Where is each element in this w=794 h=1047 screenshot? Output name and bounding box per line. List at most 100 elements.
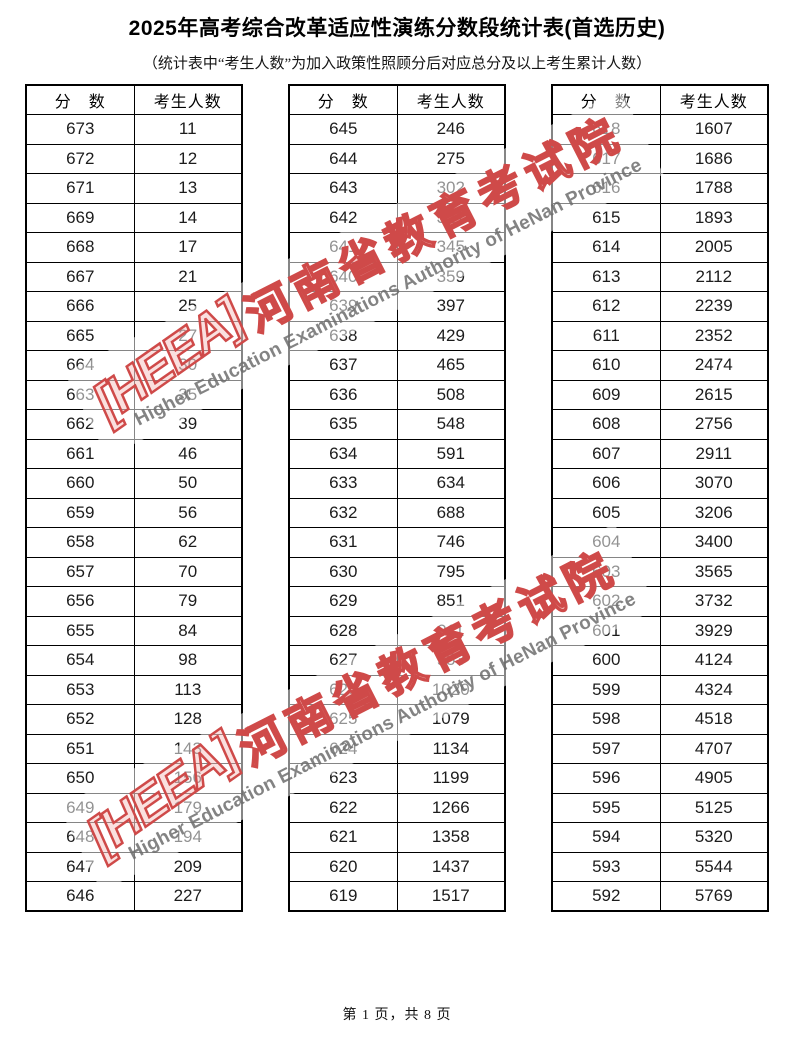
score-cell: 630 xyxy=(288,556,398,587)
score-table-1: 分 数考生人数 673 11 672 12 671 13 669 14 668 17 667 21 666… xyxy=(25,84,243,912)
count-cell: 4707 xyxy=(659,733,769,764)
score-cell: 639 xyxy=(288,291,398,322)
table-row: 667 21 xyxy=(25,261,243,292)
count-cell: 143 xyxy=(133,733,243,764)
table-row: 619 1517 xyxy=(288,881,506,912)
count-header: 考生人数 xyxy=(659,84,769,115)
score-cell: 592 xyxy=(551,881,661,912)
count-cell: 4518 xyxy=(659,704,769,735)
score-cell: 650 xyxy=(25,763,135,794)
score-cell: 665 xyxy=(25,320,135,351)
table-row: 602 3732 xyxy=(551,586,769,617)
table-row: 660 50 xyxy=(25,468,243,499)
table-row: 636 508 xyxy=(288,379,506,410)
table-row: 611 2352 xyxy=(551,320,769,351)
table-row: 609 2615 xyxy=(551,379,769,410)
score-cell: 636 xyxy=(288,379,398,410)
table-row: 616 1788 xyxy=(551,173,769,204)
table-row: 634 591 xyxy=(288,438,506,469)
score-cell: 673 xyxy=(25,114,135,145)
count-cell: 14 xyxy=(133,202,243,233)
table-row: 620 1437 xyxy=(288,851,506,882)
header-row: 分 数考生人数 xyxy=(288,84,506,115)
count-cell: 2352 xyxy=(659,320,769,351)
score-header: 分 数 xyxy=(551,84,661,115)
score-cell: 622 xyxy=(288,792,398,823)
table-row: 635 548 xyxy=(288,409,506,440)
count-cell: 4905 xyxy=(659,763,769,794)
count-cell: 1686 xyxy=(659,143,769,174)
table-row: 647 209 xyxy=(25,851,243,882)
table-row: 594 5320 xyxy=(551,822,769,853)
score-cell: 669 xyxy=(25,202,135,233)
count-cell: 1134 xyxy=(396,733,506,764)
score-cell: 660 xyxy=(25,468,135,499)
table-row: 640 359 xyxy=(288,261,506,292)
count-cell: 1079 xyxy=(396,704,506,735)
count-cell: 591 xyxy=(396,438,506,469)
count-cell: 21 xyxy=(133,261,243,292)
count-cell: 128 xyxy=(133,704,243,735)
table-row: 661 46 xyxy=(25,438,243,469)
score-cell: 646 xyxy=(25,881,135,912)
score-cell: 627 xyxy=(288,645,398,676)
table-row: 598 4518 xyxy=(551,704,769,735)
count-cell: 3565 xyxy=(659,556,769,587)
table-row: 617 1686 xyxy=(551,143,769,174)
page-footer: 第 1 页，共 8 页 xyxy=(342,1008,452,1023)
table-row: 656 79 xyxy=(25,586,243,617)
score-cell: 628 xyxy=(288,615,398,646)
count-cell: 548 xyxy=(396,409,506,440)
table-row: 649 179 xyxy=(25,792,243,823)
table-row: 596 4905 xyxy=(551,763,769,794)
count-header: 考生人数 xyxy=(396,84,506,115)
count-cell: 79 xyxy=(133,586,243,617)
table-row: 638 429 xyxy=(288,320,506,351)
score-cell: 657 xyxy=(25,556,135,587)
score-cell: 645 xyxy=(288,114,398,145)
table-row: 666 25 xyxy=(25,291,243,322)
count-cell: 50 xyxy=(133,468,243,499)
count-cell: 1517 xyxy=(396,881,506,912)
table-row: 623 1199 xyxy=(288,763,506,794)
count-cell: 2911 xyxy=(659,438,769,469)
count-cell: 1020 xyxy=(396,674,506,705)
score-cell: 612 xyxy=(551,291,661,322)
count-cell: 3070 xyxy=(659,468,769,499)
count-cell: 1266 xyxy=(396,792,506,823)
count-cell: 17 xyxy=(133,232,243,263)
count-cell: 953 xyxy=(396,645,506,676)
count-cell: 3929 xyxy=(659,615,769,646)
table-row: 648 194 xyxy=(25,822,243,853)
score-cell: 629 xyxy=(288,586,398,617)
score-cell: 668 xyxy=(25,232,135,263)
count-cell: 11 xyxy=(133,114,243,145)
table-row: 614 2005 xyxy=(551,232,769,263)
score-cell: 659 xyxy=(25,497,135,528)
count-cell: 98 xyxy=(133,645,243,676)
count-cell: 62 xyxy=(133,527,243,558)
score-cell: 648 xyxy=(25,822,135,853)
count-cell: 13 xyxy=(133,173,243,204)
count-cell: 2239 xyxy=(659,291,769,322)
table-row: 601 3929 xyxy=(551,615,769,646)
table-row: 627 953 xyxy=(288,645,506,676)
count-cell: 3732 xyxy=(659,586,769,617)
count-cell: 27 xyxy=(133,320,243,351)
count-cell: 2756 xyxy=(659,409,769,440)
score-cell: 656 xyxy=(25,586,135,617)
count-cell: 194 xyxy=(133,822,243,853)
table-row: 615 1893 xyxy=(551,202,769,233)
count-cell: 56 xyxy=(133,497,243,528)
score-cell: 635 xyxy=(288,409,398,440)
page-title: 2025年高考综合改革适应性演练分数段统计表(首选历史) xyxy=(128,17,666,40)
score-cell: 631 xyxy=(288,527,398,558)
score-cell: 633 xyxy=(288,468,398,499)
score-cell: 595 xyxy=(551,792,661,823)
score-cell: 618 xyxy=(551,114,661,145)
count-cell: 429 xyxy=(396,320,506,351)
table-row: 642 321 xyxy=(288,202,506,233)
score-cell: 642 xyxy=(288,202,398,233)
count-cell: 5544 xyxy=(659,851,769,882)
